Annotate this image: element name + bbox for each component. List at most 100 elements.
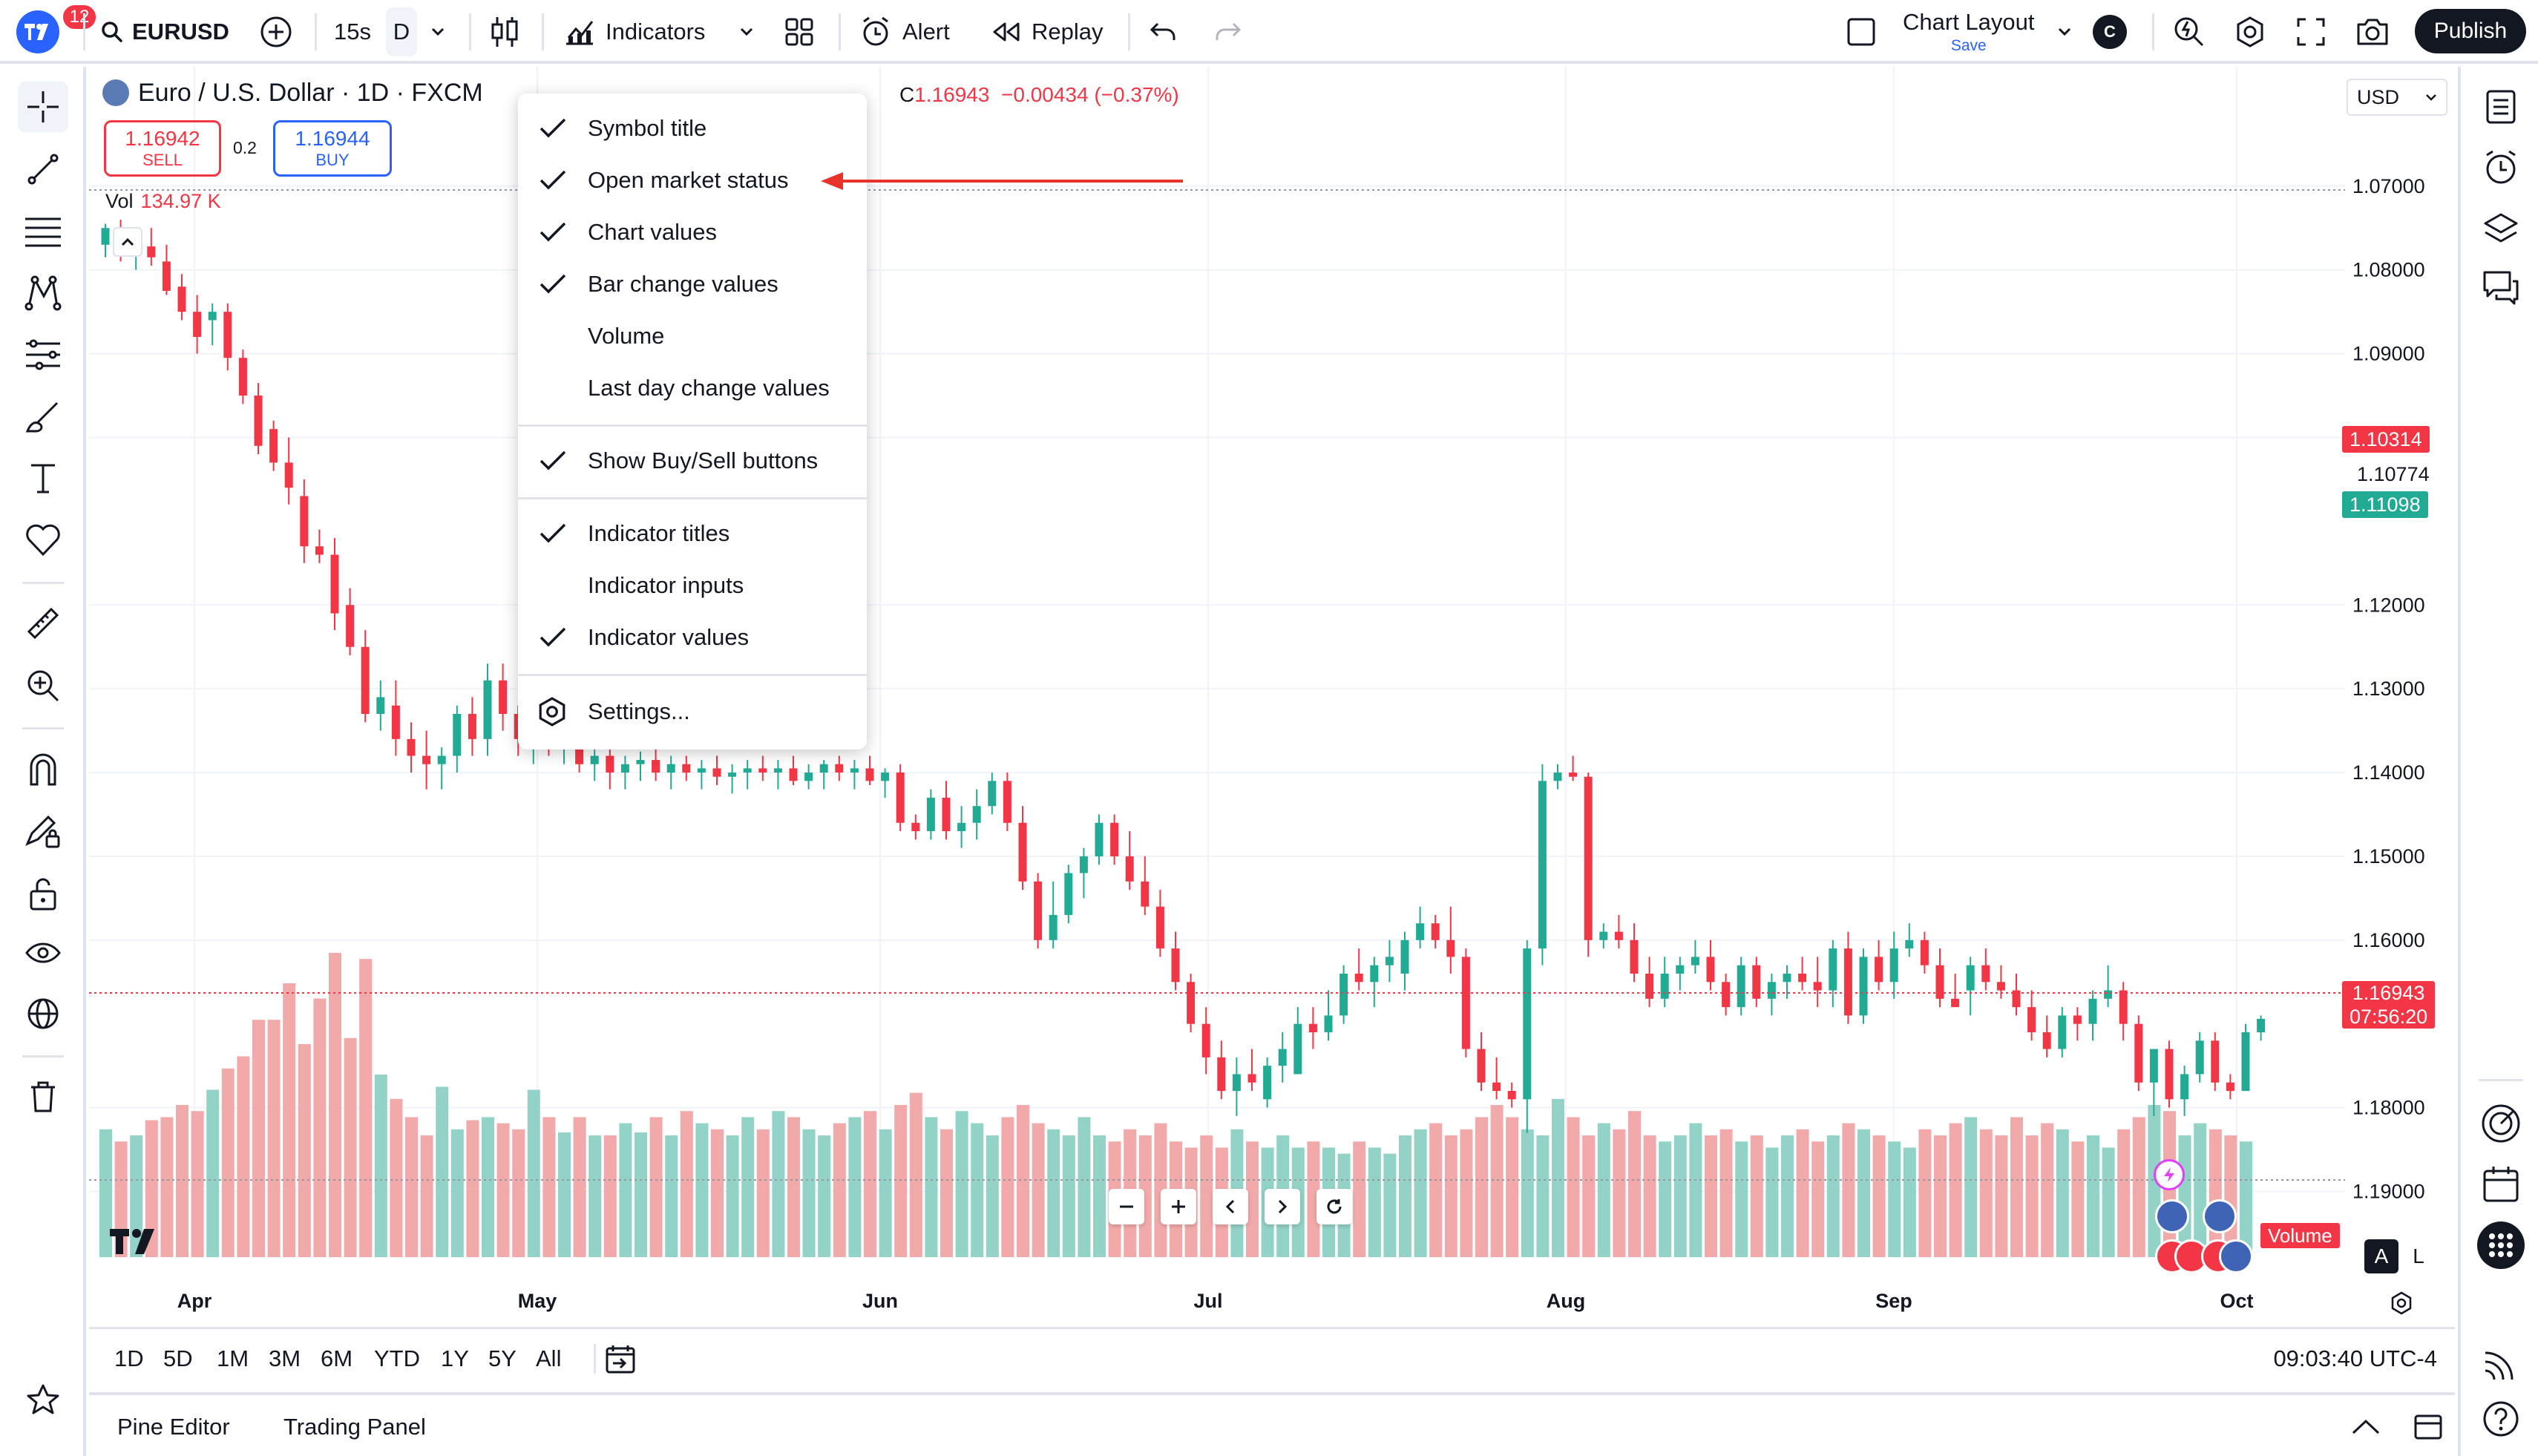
maximize-panel-button[interactable]: [2413, 1395, 2443, 1456]
chart-type-button[interactable]: [490, 0, 519, 64]
publish-button[interactable]: Publish: [2415, 9, 2526, 53]
price-chart[interactable]: 1.070001.080001.090001.100001.120001.130…: [89, 67, 2455, 1327]
menu-item-last-day-change[interactable]: Last day change values: [518, 362, 867, 414]
indicators-dropdown[interactable]: [739, 0, 754, 64]
interval-dropdown[interactable]: [430, 0, 445, 64]
lock-drawings-tool[interactable]: [18, 868, 68, 919]
brush-tool[interactable]: [18, 392, 68, 442]
clock-timezone[interactable]: 09:03:40 UTC-4: [2273, 1345, 2437, 1371]
pattern-tool[interactable]: [18, 267, 68, 318]
crosshair-tool[interactable]: [18, 82, 68, 132]
snapshot-button[interactable]: [2355, 0, 2390, 64]
menu-item-indicator-titles[interactable]: Indicator titles: [518, 508, 867, 560]
forecast-tool[interactable]: [18, 329, 68, 380]
fib-tool[interactable]: [18, 206, 68, 257]
menu-item-indicator-values[interactable]: Indicator values: [518, 611, 867, 663]
notification-badge[interactable]: 12: [61, 3, 98, 31]
hide-drawings-tool[interactable]: [18, 929, 68, 980]
indicators-button[interactable]: Indicators: [564, 0, 705, 64]
reset-chart-button[interactable]: [1316, 1189, 1352, 1224]
layout-dropdown[interactable]: [2057, 0, 2072, 64]
price-scale[interactable]: 1.070001.080001.090001.100001.120001.130…: [2352, 175, 2425, 1203]
replay-button[interactable]: Replay: [991, 0, 1104, 64]
zoom-out-button[interactable]: [1109, 1189, 1144, 1224]
buy-button[interactable]: 1.16944 BUY: [273, 120, 392, 177]
products-button[interactable]: [2474, 1219, 2528, 1272]
volume-legend[interactable]: Vol 134.97 K: [105, 190, 221, 213]
symbol-search-button[interactable]: EURUSD: [101, 0, 229, 64]
alerts-button[interactable]: [2474, 141, 2528, 194]
currency-select[interactable]: USD: [2347, 79, 2447, 116]
range-5d-button[interactable]: 5D: [163, 1345, 193, 1371]
tab-pine-editor[interactable]: Pine Editor: [117, 1414, 230, 1440]
range-ytd-button[interactable]: YTD: [374, 1345, 420, 1371]
eu-event-marker[interactable]: [2203, 1199, 2237, 1233]
range-all-button[interactable]: All: [536, 1345, 562, 1371]
range-6m-button[interactable]: 6M: [321, 1345, 353, 1371]
range-5y-button[interactable]: 5Y: [488, 1345, 517, 1371]
favorites-tool[interactable]: [18, 1374, 68, 1425]
remove-objects-tool[interactable]: [18, 1072, 68, 1122]
menu-item-indicator-inputs[interactable]: Indicator inputs: [518, 560, 867, 611]
chart-layout-button[interactable]: Chart Layout Save: [1903, 0, 2035, 64]
goto-date-button[interactable]: [604, 1329, 637, 1388]
alert-button[interactable]: Alert: [859, 0, 950, 64]
menu-item-volume[interactable]: Volume: [518, 310, 867, 362]
text-tool[interactable]: [18, 453, 68, 503]
tradingview-logo[interactable]: 12: [16, 0, 98, 64]
zoom-tool[interactable]: [18, 660, 68, 711]
expand-panel-button[interactable]: [2351, 1395, 2381, 1456]
trend-line-tool[interactable]: [18, 144, 68, 194]
chats-button[interactable]: [2474, 261, 2528, 315]
layout-avatar[interactable]: C: [2093, 15, 2127, 49]
watchlist-button[interactable]: [2474, 80, 2528, 134]
calendar-button[interactable]: [2474, 1158, 2528, 1211]
redo-button[interactable]: [1213, 0, 1242, 64]
measure-tool[interactable]: [18, 598, 68, 649]
compare-symbol-button[interactable]: [260, 0, 292, 64]
collapse-legend-button[interactable]: [113, 227, 142, 257]
tradingview-watermark[interactable]: [108, 1226, 162, 1259]
quick-search-button[interactable]: [2173, 0, 2206, 64]
eu-event-marker[interactable]: [2155, 1199, 2189, 1233]
lightning-event-marker[interactable]: [2154, 1159, 2185, 1190]
show-objects-tool[interactable]: [18, 988, 68, 1039]
interval-15s-button[interactable]: 15s: [334, 19, 371, 45]
menu-item-open-market-status[interactable]: Open market status: [518, 154, 867, 206]
layout-save-label[interactable]: Save: [1950, 37, 1987, 54]
layout-toggle-button[interactable]: [1846, 0, 1876, 64]
range-3m-button[interactable]: 3M: [269, 1345, 301, 1371]
symbol-legend[interactable]: Euro / U.S. Dollar · 1D · FXCM: [102, 74, 483, 111]
scroll-right-button[interactable]: [1265, 1189, 1300, 1224]
undo-button[interactable]: [1149, 0, 1178, 64]
menu-item-chart-values[interactable]: Chart values: [518, 206, 867, 258]
log-scale-button[interactable]: L: [2413, 1245, 2424, 1268]
object-tree-button[interactable]: [2474, 202, 2528, 255]
scroll-left-button[interactable]: [1213, 1189, 1248, 1224]
sell-button[interactable]: 1.16942 SELL: [104, 120, 221, 177]
ideas-button[interactable]: [2474, 1097, 2528, 1150]
chart-pane[interactable]: 1.070001.080001.090001.100001.120001.130…: [89, 67, 2455, 1388]
stream-button[interactable]: [2474, 1337, 2528, 1391]
zoom-in-button[interactable]: [1161, 1189, 1196, 1224]
fullscreen-button[interactable]: [2296, 0, 2326, 64]
chart-settings-button[interactable]: [2234, 0, 2266, 64]
menu-item-bar-change-values[interactable]: Bar change values: [518, 258, 867, 310]
icon-tool[interactable]: [18, 515, 68, 565]
time-scale[interactable]: Apr May Jun Jul Aug Sep Oct: [177, 1290, 2254, 1312]
stay-in-drawing-mode-tool[interactable]: [18, 806, 68, 856]
eu-event-marker[interactable]: [2219, 1239, 2253, 1273]
range-1m-button[interactable]: 1M: [217, 1345, 249, 1371]
interval-1d-button[interactable]: D: [386, 7, 417, 56]
layouts-button[interactable]: [785, 0, 813, 64]
magnet-tool[interactable]: [18, 744, 68, 794]
menu-item-symbol-title[interactable]: Symbol title: [518, 102, 867, 154]
menu-item-show-buy-sell[interactable]: Show Buy/Sell buttons: [518, 435, 867, 487]
range-1y-button[interactable]: 1Y: [441, 1345, 469, 1371]
menu-item-settings[interactable]: Settings...: [518, 686, 867, 738]
help-button[interactable]: [2474, 1392, 2528, 1446]
auto-scale-button[interactable]: A: [2364, 1239, 2398, 1273]
range-1d-button[interactable]: 1D: [114, 1345, 144, 1371]
tab-trading-panel[interactable]: Trading Panel: [283, 1414, 426, 1440]
scale-settings-button[interactable]: [2387, 1288, 2416, 1318]
